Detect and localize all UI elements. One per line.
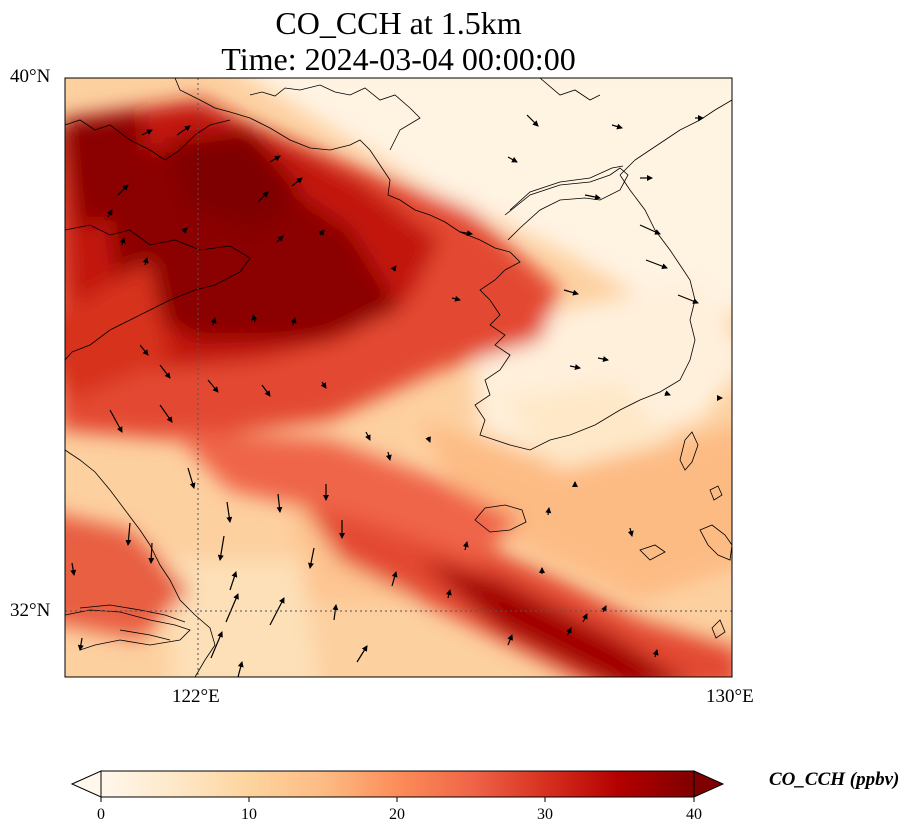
wind-arrow	[601, 605, 607, 613]
wind-arrow	[391, 571, 398, 587]
wind-arrow	[385, 451, 392, 461]
wind-arrow	[70, 562, 77, 576]
wind-arrow	[237, 661, 244, 677]
wind-arrow	[526, 114, 539, 127]
wind-arrow	[117, 184, 129, 196]
colorbar-tick: 10	[241, 806, 257, 823]
wind-arrow	[451, 295, 461, 302]
wind-arrow	[207, 379, 219, 393]
wind-arrow	[251, 314, 258, 323]
wind-arrow	[276, 493, 283, 513]
map-title: CO_CCH at 1.5km	[275, 5, 522, 41]
wind-arrow	[582, 613, 588, 623]
colorbar-tick: 0	[97, 806, 105, 823]
wind-arrow	[462, 541, 469, 551]
concentration-field	[65, 78, 732, 677]
wind-arrow	[459, 230, 473, 237]
wind-arrow	[217, 535, 225, 561]
colorbar-label: CO_CCH (ppbv)	[769, 769, 900, 790]
wind-arrow	[226, 501, 233, 523]
wind-arrow	[563, 289, 579, 296]
wind-arrow	[159, 364, 171, 379]
wind-arrow	[187, 467, 196, 489]
wind-arrow	[425, 436, 431, 443]
wind-arrow	[445, 589, 452, 599]
wind-arrow	[677, 294, 699, 304]
wind-arrow	[176, 125, 191, 136]
map-timestamp: Time: 2024-03-04 00:00:00	[221, 41, 576, 77]
colorbar-max-extend	[693, 770, 725, 798]
wind-arrow	[276, 235, 284, 243]
colorbar-tick: 30	[537, 806, 553, 823]
wind-arrow	[210, 631, 223, 659]
wind-arrow	[569, 364, 581, 370]
colorbar-min-extend	[70, 770, 102, 798]
wind-arrow	[125, 522, 132, 546]
wind-arrow	[225, 593, 239, 623]
wind-arrow	[269, 155, 281, 163]
wind-arrow	[141, 129, 153, 136]
wind-arrow	[210, 317, 217, 326]
wind-arrow	[109, 409, 123, 433]
wind-arrow	[365, 431, 371, 441]
wind-vectors	[70, 114, 723, 677]
lat-tick-40n: 40°N	[10, 66, 51, 87]
wind-arrow	[320, 381, 327, 389]
wind-arrow	[308, 547, 315, 569]
wind-arrow	[611, 123, 623, 130]
wind-arrow	[142, 257, 149, 266]
wind-arrow	[318, 229, 325, 236]
wind-arrow	[291, 177, 303, 187]
wind-arrow	[639, 224, 661, 235]
wind-arrow	[181, 227, 188, 234]
colorbar-gradient	[100, 770, 695, 798]
wind-arrow	[261, 384, 271, 397]
wind-arrow	[664, 390, 671, 396]
wind-arrow	[545, 507, 552, 516]
wind-arrow	[507, 634, 513, 646]
wind-arrow	[77, 637, 84, 651]
wind-arrow	[159, 404, 173, 423]
wind-arrow	[597, 356, 609, 362]
wind-arrow	[507, 156, 518, 163]
lat-tick-32n: 32°N	[10, 600, 51, 621]
wind-arrow	[584, 194, 601, 200]
wind-arrow	[148, 542, 155, 564]
wind-arrow	[332, 604, 339, 621]
wind-arrow	[652, 649, 659, 658]
wind-arrow	[229, 571, 238, 591]
wind-arrow	[566, 627, 572, 637]
wind-arrow	[390, 265, 397, 272]
wind-arrow	[290, 317, 297, 326]
wind-arrow	[139, 344, 149, 356]
gridlines	[65, 78, 732, 677]
coastlines	[65, 78, 732, 677]
lon-tick-122e: 122°E	[172, 686, 220, 707]
colorbar-tick: 20	[389, 806, 405, 823]
jeju-island	[474, 504, 527, 533]
colorbar	[70, 770, 725, 802]
wind-arrow	[356, 645, 368, 663]
colorbar-tick: 40	[686, 806, 702, 823]
wind-arrow	[627, 527, 634, 537]
wind-arrow	[119, 237, 126, 246]
wind-arrow	[257, 191, 269, 203]
wind-arrow	[645, 259, 668, 270]
wind-arrow	[106, 209, 113, 218]
lon-tick-130e: 130°E	[706, 686, 754, 707]
map-frame	[64, 77, 733, 678]
